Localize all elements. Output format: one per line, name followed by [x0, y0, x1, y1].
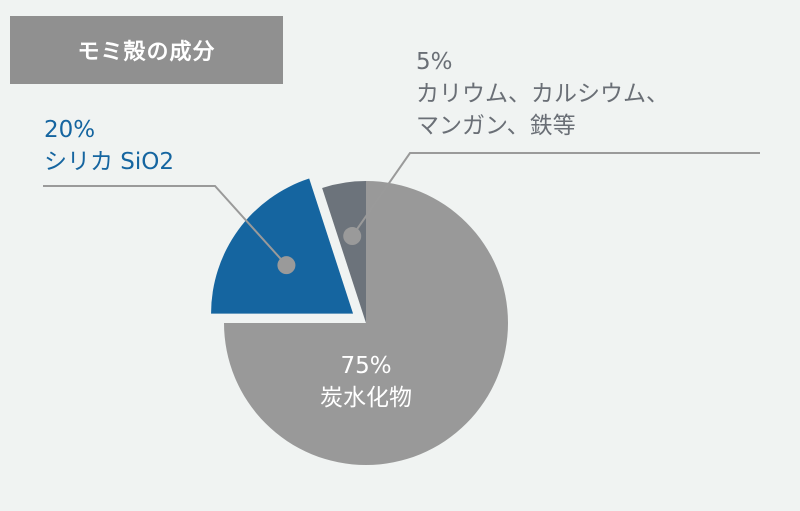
label-minerals-line: マンガン、鉄等 [416, 113, 576, 139]
label-silica-line: 20% [44, 117, 95, 143]
label-minerals: 5% カリウム、カルシウム、マンガン、鉄等 [416, 49, 669, 139]
leader-lines [43, 152, 760, 275]
slice-silica [211, 178, 354, 314]
marker-minerals [343, 227, 362, 246]
slice-labels: 75% 炭水化物 20% シリカ SiO2 5% カリウム、カルシウム、マンガン、鉄等 [44, 49, 669, 411]
marker-silica [277, 256, 296, 275]
pie-slices [211, 178, 508, 465]
label-minerals-line: カリウム、カルシウム、 [416, 81, 669, 107]
label-minerals-line: 5% [416, 49, 453, 75]
label-carbohydrate-line: 炭水化物 [320, 385, 412, 411]
leader-minerals [351, 152, 760, 237]
label-silica: 20% シリカ SiO2 [44, 117, 174, 175]
slice-minerals [322, 181, 366, 323]
label-carbohydrate-line: 75% [340, 353, 391, 379]
label-silica-line: シリカ SiO2 [44, 149, 174, 175]
chart-title: モミ殻の成分 [10, 16, 283, 84]
label-carbohydrate: 75% 炭水化物 [320, 353, 412, 411]
leader-silica [43, 185, 288, 266]
